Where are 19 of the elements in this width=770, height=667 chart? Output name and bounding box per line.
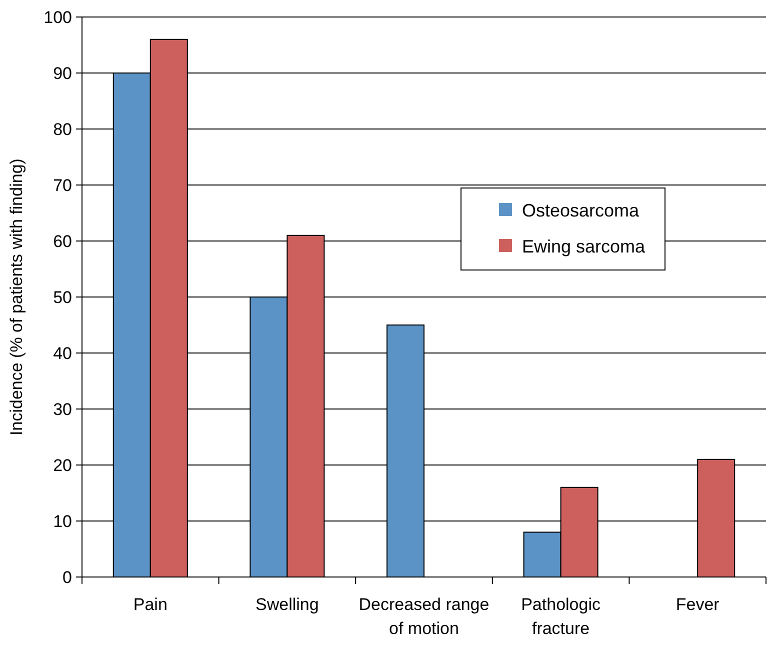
y-tick-label: 20 [53,456,72,475]
x-tick-label: Decreased range of motion [358,595,490,638]
y-tick-label: 100 [44,8,72,27]
y-axis-title: Incidence (% of patients with finding) [7,158,26,436]
y-tick-label: 30 [53,400,72,419]
y-tick-label: 90 [53,64,72,83]
legend-label: Ewing sarcoma [522,236,646,256]
y-tick-label: 40 [53,344,72,363]
y-tick-label: 50 [53,288,72,307]
y-tick-label: 80 [53,120,72,139]
y-tick-label: 10 [53,512,72,531]
x-tick-label: Pain [133,595,168,614]
legend-label: Osteosarcoma [522,200,640,220]
y-tick-label: 0 [62,568,72,587]
y-tick-label: 70 [53,176,72,195]
x-tick-label: Pathologic fracture [521,595,601,638]
x-tick-label: Swelling [256,595,319,614]
x-tick-label: Fever [676,595,720,614]
y-tick-label: 60 [53,232,72,251]
